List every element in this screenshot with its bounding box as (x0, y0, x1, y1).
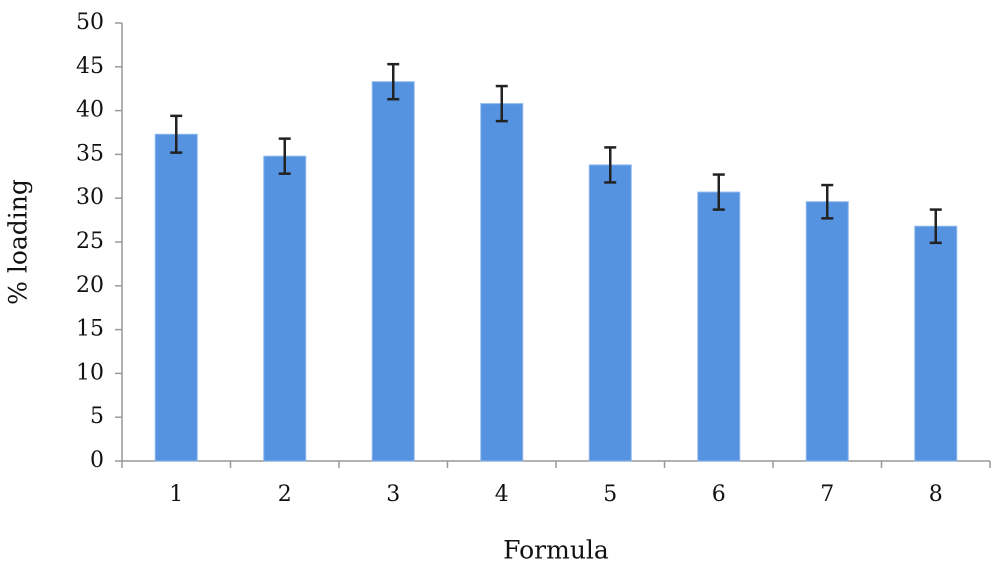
error-bar (821, 183, 834, 220)
bar (263, 155, 307, 462)
error-bar (929, 208, 942, 245)
bar (371, 81, 415, 462)
x-tick-label: 3 (386, 482, 400, 507)
x-tick-label: 8 (929, 482, 943, 507)
y-axis-label: % loading (4, 179, 33, 305)
y-tick-label: 20 (76, 273, 104, 298)
y-tick-label: 30 (76, 185, 104, 210)
bar (154, 133, 198, 462)
y-tick-label: 25 (76, 229, 104, 254)
bar (480, 103, 524, 462)
bar (588, 164, 632, 462)
x-tick-label: 5 (603, 482, 617, 507)
y-tick-label: 5 (90, 404, 104, 429)
error-bar (387, 62, 400, 101)
x-tick-label: 4 (495, 482, 509, 507)
y-tick-label: 0 (90, 448, 104, 473)
x-tick-label: 1 (169, 482, 183, 507)
bar (697, 191, 741, 462)
y-tick-label: 35 (76, 141, 104, 166)
error-bar (495, 84, 508, 123)
error-bar (278, 137, 291, 175)
y-tick-label: 50 (76, 10, 104, 35)
x-axis-label: Formula (503, 536, 609, 565)
y-tick-label: 15 (76, 317, 104, 342)
bar (805, 201, 849, 462)
y-tick-label: 10 (76, 360, 104, 385)
bar (914, 225, 958, 462)
x-tick-label: 6 (712, 482, 726, 507)
y-tick-label: 45 (76, 54, 104, 79)
y-tick-label: 40 (76, 98, 104, 123)
x-tick-label: 2 (278, 482, 292, 507)
x-tick-label: 7 (820, 482, 834, 507)
error-bar (170, 114, 183, 154)
error-bar (604, 146, 617, 184)
error-bar (712, 173, 725, 211)
